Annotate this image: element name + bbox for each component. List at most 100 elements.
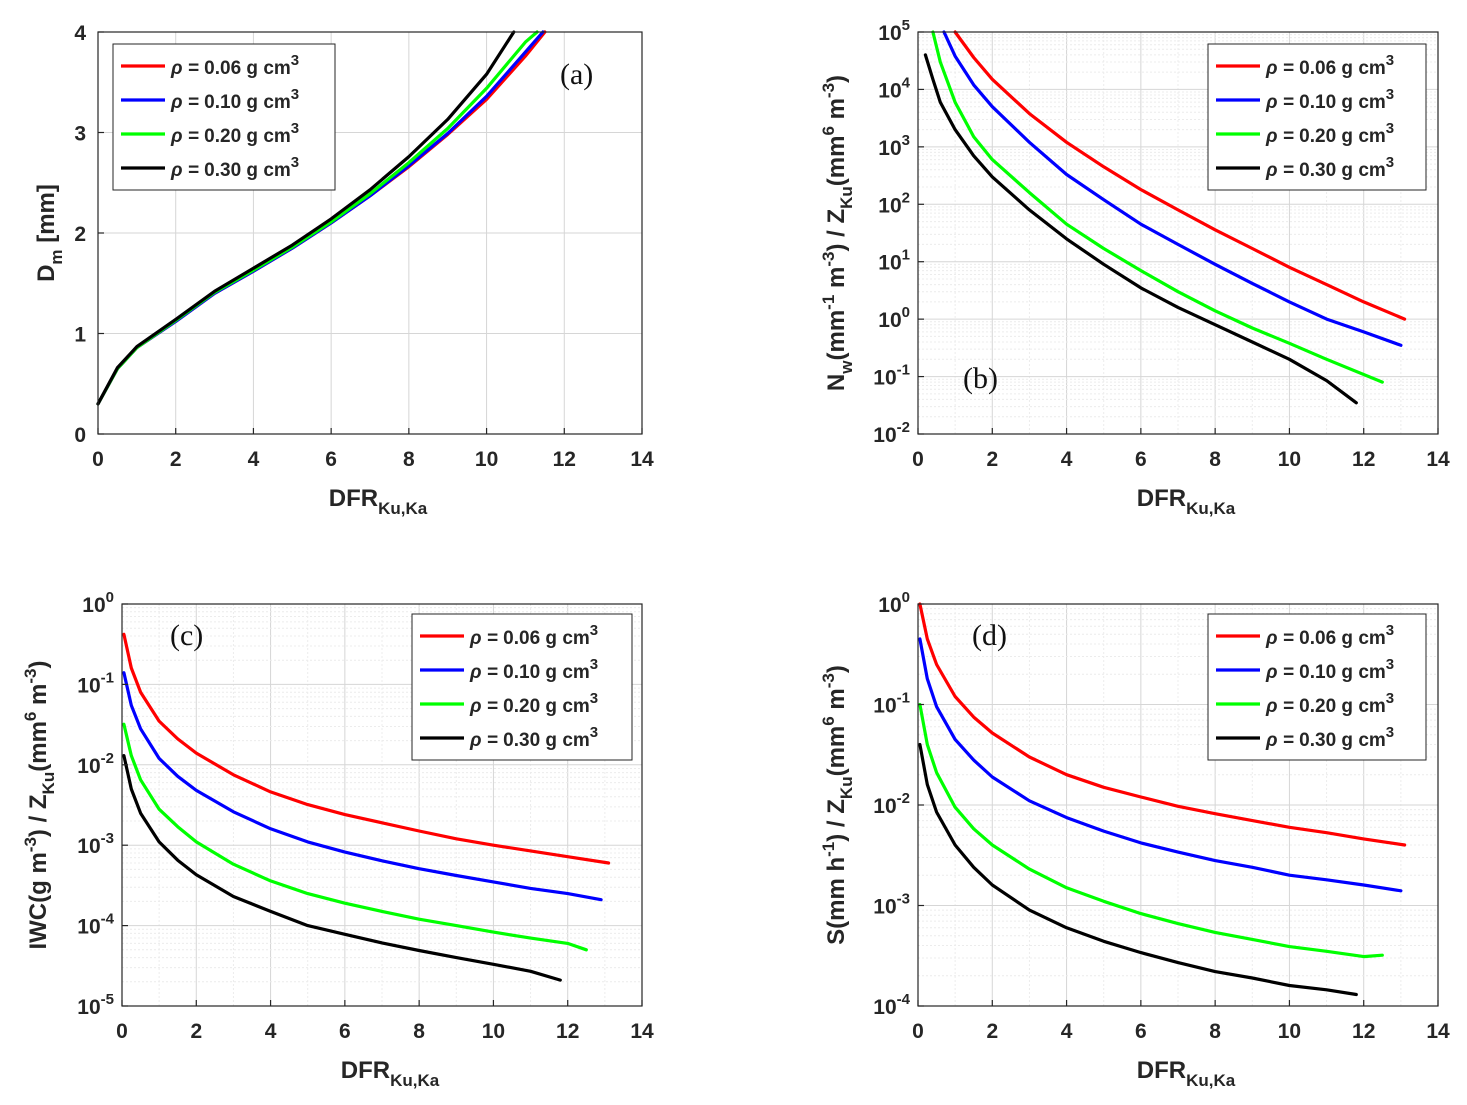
tick-base: 10	[77, 755, 100, 778]
legend-entry-0: ρ = 0.06 g cm3	[1265, 622, 1394, 649]
series-line-0	[953, 30, 1407, 321]
series-line-2	[918, 702, 1384, 959]
x-tick-label: 0	[116, 1020, 128, 1043]
x-tick-label: 10	[1278, 448, 1301, 471]
x-axis-label: DFRKu,Ka	[341, 1057, 440, 1090]
y-axis-label-part: m	[823, 267, 850, 295]
tick-exponent: 3	[902, 132, 910, 149]
legend-entry-1: ρ = 0.10 g cm3	[170, 86, 299, 113]
x-tick-label: 4	[248, 448, 260, 471]
legend-box	[1207, 613, 1427, 761]
x-ticks: 0 2 4 6 8 10 12 14	[116, 1000, 654, 1043]
y-axis-label-part: Ku	[837, 776, 856, 799]
legend-prefix: ρ =	[1265, 58, 1299, 79]
series-line-3	[122, 753, 562, 982]
panel-c-iwc-over-zku: 0 2 4 6 8 10 12 1410-510-410-310-210-1100DFRKu,…	[21, 589, 654, 1090]
legend-entry-2: ρ = 0.20 g cm3	[170, 120, 299, 147]
y-tick-label: 3	[74, 123, 86, 146]
y-axis-label-part: -1	[819, 842, 838, 857]
series-line-1	[122, 671, 603, 902]
y-tick-label: 100	[82, 589, 114, 617]
x-axis-label-main: DFR	[1137, 485, 1186, 512]
x-ticks: 0 2 4 6 8 10 12 14	[912, 1000, 1450, 1043]
legend-entry-1: ρ = 0.10 g cm3	[469, 656, 598, 683]
y-axis-label-part: -3	[21, 668, 40, 683]
legend: ρ = 0.06 g cm 3 ρ = 0.10 g cm3 ρ = 0.20 g c…	[1207, 43, 1427, 191]
y-axis-label-part: )	[25, 660, 52, 668]
series-line-3	[918, 742, 1358, 997]
panel-label: (c)	[170, 619, 203, 652]
legend-exponent: 3	[291, 52, 299, 69]
legend-value: 0.06 g cm	[1299, 58, 1386, 79]
legend-prefix: ρ =	[170, 160, 204, 181]
legend-box	[112, 43, 336, 191]
legend-prefix: ρ =	[469, 730, 503, 751]
legend-value: 0.30 g cm	[503, 730, 590, 751]
series-line-1	[918, 637, 1403, 893]
y-axis-label-sub: m	[47, 249, 66, 264]
x-ticks: 0 2 4 6 8 10 12 14	[92, 428, 654, 471]
y-axis-label-part: (mm	[823, 136, 850, 187]
tick-base: 10	[873, 695, 896, 718]
tick-exponent: 0	[902, 304, 910, 321]
legend-exponent: 3	[291, 154, 299, 171]
legend-prefix: ρ =	[1265, 160, 1299, 181]
tick-base: 10	[77, 835, 100, 858]
y-tick-label: 4	[74, 22, 86, 45]
tick-exponent: 2	[902, 189, 910, 206]
tick-exponent: -2	[897, 790, 910, 807]
y-axis-label: IWC(g m-3) / ZKu(mm6 m-3)	[21, 660, 58, 949]
x-tick-label: 12	[1352, 448, 1375, 471]
y-tick-label: 103	[878, 132, 910, 160]
x-axis-label-main: DFR	[329, 485, 378, 512]
y-tick-label: 10-1	[873, 362, 910, 390]
x-axis-label: DFRKu,Ka	[1137, 485, 1236, 518]
legend-value: 0.30 g cm	[1299, 160, 1386, 181]
legend-entry-1: ρ = 0.10 g cm3	[1265, 86, 1394, 113]
legend-entry-2: ρ = 0.20 g cm3	[1265, 120, 1394, 147]
legend-value: 0.06 g cm	[503, 628, 590, 649]
legend-exponent: 3	[291, 120, 299, 137]
tick-base: 10	[77, 916, 100, 939]
y-axis-label-part: (mm	[823, 726, 850, 777]
tick-base: 10	[873, 795, 896, 818]
y-axis-label-part: (mm	[823, 310, 850, 361]
panel-label: (d)	[972, 619, 1007, 652]
y-axis-label-part: -3	[819, 673, 838, 688]
tick-base: 10	[77, 996, 100, 1019]
legend-exponent: 3	[1386, 154, 1394, 171]
y-axis-label-part: N	[823, 374, 850, 391]
y-tick-label: 10-2	[77, 750, 114, 778]
y-tick-label: 101	[878, 247, 910, 275]
tick-exponent: -3	[897, 891, 910, 908]
y-tick-label: 10-1	[873, 690, 910, 718]
legend-prefix: ρ =	[170, 58, 204, 79]
x-tick-label: 12	[1352, 1020, 1375, 1043]
tick-exponent: -4	[101, 911, 115, 928]
x-tick-label: 14	[630, 448, 654, 471]
tick-base: 10	[82, 594, 105, 617]
tick-base: 10	[77, 674, 100, 697]
x-tick-label: 10	[475, 448, 498, 471]
legend-value: 0.10 g cm	[1299, 662, 1386, 683]
y-axis-label-part: Ku	[837, 186, 856, 209]
legend-prefix: ρ =	[1265, 126, 1299, 147]
y-tick-label: 1	[74, 324, 86, 347]
panel-b-nw-over-zku: 0 2 4 6 8 10 12 1410-210-1100101102103104105DFR…	[819, 17, 1450, 518]
x-axis-label-sub: Ku,Ka	[1186, 499, 1236, 518]
y-tick-label: 102	[878, 189, 910, 217]
tick-exponent: -5	[101, 991, 114, 1008]
y-axis-label: S(mm h-1) / ZKu(mm6 m-3)	[819, 665, 856, 945]
legend-value: 0.20 g cm	[1299, 126, 1386, 147]
tick-base: 10	[878, 594, 901, 617]
legend-entry-1: ρ = 0.10 g cm3	[1265, 656, 1394, 683]
legend-prefix: ρ =	[469, 696, 503, 717]
tick-exponent: -1	[897, 362, 910, 379]
tick-exponent: -4	[897, 991, 911, 1008]
legend-value: 0.06 g cm	[1299, 628, 1386, 649]
